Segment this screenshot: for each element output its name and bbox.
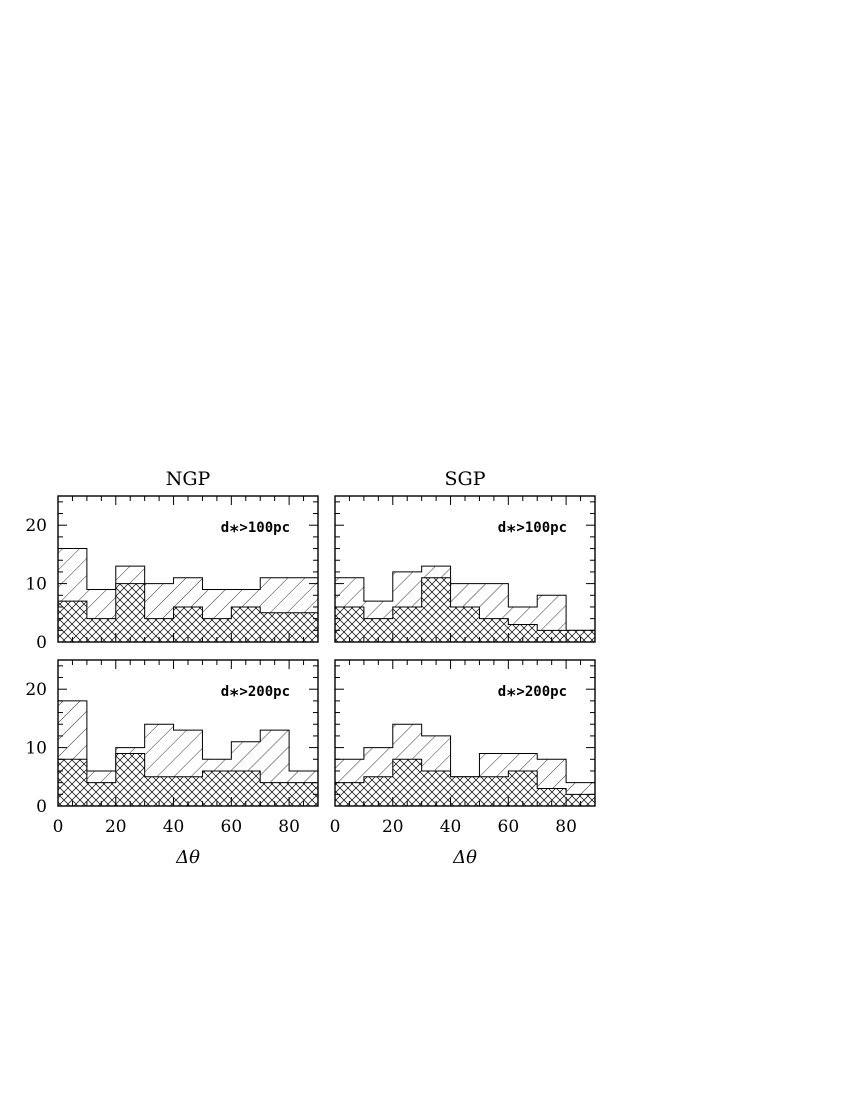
histogram-panel: 0 10 20 0 20 40 60 80 Δθ d*>200pc	[25, 659, 319, 868]
y-tick-label: 10	[25, 739, 47, 759]
histogram-series-cross-hatch	[57, 583, 319, 643]
x-tick-label: 20	[105, 817, 127, 837]
x-axis-label: Δθ	[452, 847, 477, 868]
x-tick-label: 0	[53, 817, 64, 837]
histogram-panel: 0 10 20 d*>100pc	[25, 495, 319, 653]
x-tick-label: 80	[555, 817, 577, 837]
histogram-panel: d*>100pc	[334, 495, 596, 643]
x-tick-label: 60	[221, 817, 243, 837]
column-title-ngp: NGP	[166, 468, 211, 490]
x-tick-label: 80	[278, 817, 300, 837]
distance-cut-annotation: d*>100pc	[221, 520, 290, 542]
histogram-panel: 0 20 40 60 80 Δθ d*>200pc	[330, 659, 596, 868]
y-tick-label: 20	[25, 516, 47, 536]
x-tick-label: 40	[163, 817, 185, 837]
y-tick-label: 20	[25, 680, 47, 700]
x-tick-label: 40	[440, 817, 462, 837]
y-tick-label: 0	[36, 633, 47, 653]
histogram-series-cross-hatch	[334, 758, 596, 807]
column-title-sgp: SGP	[445, 468, 486, 490]
y-tick-label: 0	[36, 797, 47, 817]
histogram-series-cross-hatch	[57, 752, 319, 807]
panel-grid: 0 10 20 d*>100pc d*>100pc 0 10 20 0 20 40 60 80 Δθ d*>…	[25, 495, 596, 868]
distance-cut-annotation: d*>200pc	[221, 684, 290, 706]
histogram-series-cross-hatch	[334, 577, 596, 643]
x-axis-label: Δθ	[175, 847, 200, 868]
x-tick-label: 20	[382, 817, 404, 837]
y-tick-label: 10	[25, 575, 47, 595]
distance-cut-annotation: d*>200pc	[498, 684, 567, 706]
x-tick-label: 0	[330, 817, 341, 837]
distance-cut-annotation: d*>100pc	[498, 520, 567, 542]
x-tick-label: 60	[498, 817, 520, 837]
